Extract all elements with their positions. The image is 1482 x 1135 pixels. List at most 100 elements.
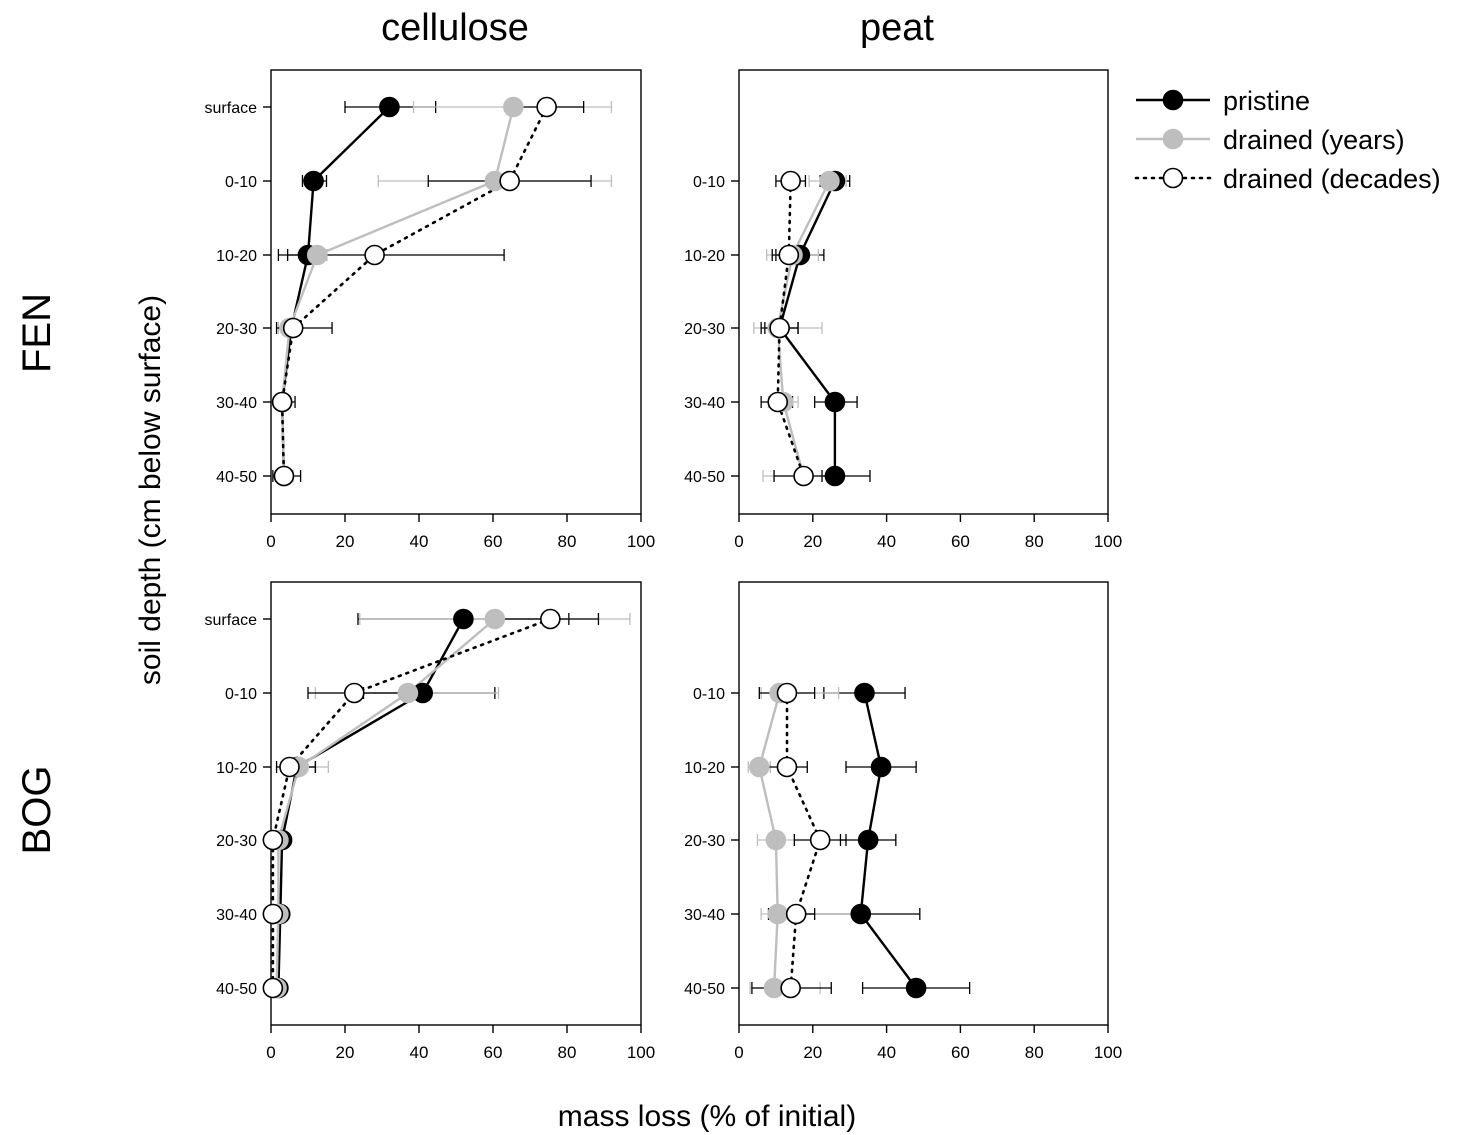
data-point-drained-decades [767,391,789,413]
legend-entry-decades: drained (decades) [1134,164,1441,194]
y-tick-label-20-30: 20-30 [216,321,257,338]
data-point-drained-years [765,829,787,851]
legend-label: drained (decades) [1223,164,1441,194]
data-point-drained-decades [540,608,561,630]
data-point-drained-decades [262,903,284,925]
data-point-drained-decades [262,829,284,851]
markers-drained-decades [271,96,557,487]
data-point-drained-years [306,244,328,266]
legend-label: drained (years) [1223,125,1405,155]
y-tick-label-30-40: 30-40 [684,907,725,924]
legend-label: pristine [1223,86,1310,116]
data-point-drained-years [484,608,506,630]
data-point-pristine [870,756,892,778]
error-bars-drained-decades [272,101,592,482]
y-tick-label-10-20: 10-20 [684,760,725,777]
y-tick-label-40-50: 40-50 [684,469,725,486]
x-tick-label: 40 [877,1043,896,1062]
row-title-bog: BOG [15,766,59,855]
data-point-drained-decades [364,244,385,266]
y-tick-label-30-40: 30-40 [216,907,257,924]
y-tick-label-40-50: 40-50 [216,981,257,998]
legend-marker [1162,167,1184,189]
data-point-drained-decades [536,96,557,118]
x-tick-label: 0 [266,532,275,551]
data-point-drained-decades [780,170,801,192]
y-tick-label-20-30: 20-30 [216,833,257,850]
data-point-drained-decades [279,756,300,778]
x-tick-label: 20 [803,1043,822,1062]
row-title-fen: FEN [15,293,59,373]
data-point-drained-decades [785,903,807,925]
x-tick-label: 100 [1094,1043,1122,1062]
x-tick-label: 80 [558,1043,577,1062]
x-tick-label: 40 [410,1043,429,1062]
data-point-drained-decades [776,682,798,704]
markers-drained-years [266,608,506,999]
data-point-drained-decades [809,829,831,851]
data-point-pristine [850,903,872,925]
data-point-drained-decades [282,317,304,339]
x-axis-label: mass loss (% of initial) [558,1100,856,1133]
x-tick-label: 20 [336,532,355,551]
y-tick-label-surface: surface [205,612,258,629]
legend-marker [1162,89,1184,111]
series-line-drained-decades [271,617,552,990]
series-line-drained-years [280,106,515,477]
data-point-drained-decades [262,977,284,999]
x-tick-label: 40 [410,532,429,551]
y-tick-label-30-40: 30-40 [684,395,725,412]
panel-bog-peat: 0 20 40 60 80 100 0-10 10-20 20-30 30-40 40-50 [684,581,1122,1062]
x-tick-label: 20 [803,532,822,551]
x-tick-label: 60 [951,1043,970,1062]
y-tick-label-40-50: 40-50 [684,981,725,998]
error-bars-pristine [274,613,570,994]
panel-fen-cellulose: 0 20 40 60 80 100 surface 0-10 10-20 20-30 30-40 40… [205,69,655,551]
legend-entry-years: drained (years) [1136,125,1405,155]
x-tick-label: 100 [1094,532,1122,551]
error-bars-drained-years [275,101,613,482]
panel-fen-peat: 0 20 40 60 80 100 0-10 10-20 20-30 30-40 40-50 [684,69,1122,551]
y-tick-label-10-20: 10-20 [216,760,257,777]
data-point-drained-decades [499,170,520,192]
y-tick-label-0-10: 0-10 [693,686,725,703]
plot-frame [270,581,642,1026]
series-line-drained-decades [280,105,548,478]
series-line-drained-decades [776,179,805,478]
data-point-pristine [379,96,400,118]
y-tick-label-10-20: 10-20 [684,248,725,265]
data-point-pristine [824,391,846,413]
x-tick-label: 80 [1025,532,1044,551]
data-point-pristine [857,829,879,851]
y-axis-label: soil depth (cm below surface) [134,295,167,685]
column-title-cellulose: cellulose [381,7,529,49]
x-tick-label: 60 [484,1043,503,1062]
y-tick-label-20-30: 20-30 [684,833,725,850]
markers-drained-decades [262,608,561,999]
data-point-drained-decades [271,391,293,413]
plot-frame [270,69,642,515]
y-tick-label-10-20: 10-20 [216,248,257,265]
x-tick-label: 0 [266,1043,275,1062]
x-tick-label: 100 [627,532,655,551]
data-point-drained-decades [780,977,801,999]
series-line-pristine [277,618,465,989]
y-tick-label-0-10: 0-10 [693,174,725,191]
legend-entry-pristine: pristine [1136,86,1310,116]
x-tick-label: 20 [336,1043,355,1062]
data-point-drained-decades [778,244,800,266]
x-tick-label: 80 [1025,1043,1044,1062]
data-point-drained-years [748,756,770,778]
markers-pristine [850,682,927,999]
data-point-drained-decades [776,756,798,778]
x-tick-label: 100 [627,1043,655,1062]
markers-drained-decades [776,682,831,999]
x-tick-label: 40 [877,532,896,551]
x-tick-label: 0 [734,1043,743,1062]
data-point-pristine [905,977,927,999]
series-line-drained-years [275,618,496,989]
y-tick-label-20-30: 20-30 [684,321,725,338]
legend-marker [1162,128,1184,150]
plot-frame [738,581,1109,1026]
